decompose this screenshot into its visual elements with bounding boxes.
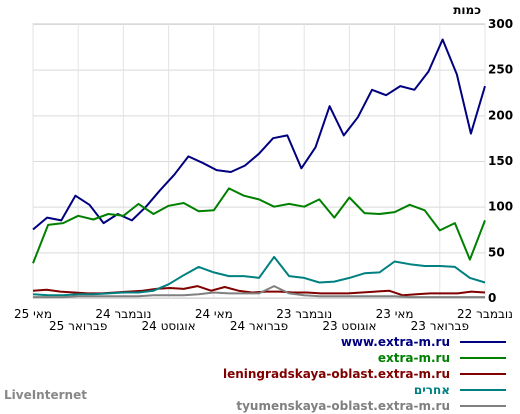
legend-swatch bbox=[460, 389, 506, 391]
legend-label: tyumenskaya-oblast.extra-m.ru bbox=[236, 399, 450, 413]
y-tick-label: 50 bbox=[488, 245, 505, 259]
y-tick-label: 0 bbox=[488, 291, 496, 305]
x-tick-label: מאי 25 bbox=[14, 307, 52, 321]
x-tick-label: נובמבר 23 bbox=[276, 307, 332, 321]
y-axis-title: כמות bbox=[453, 3, 481, 17]
x-tick-label: מאי 24 bbox=[195, 307, 233, 321]
legend-item: www.extra-m.ru bbox=[206, 334, 506, 350]
chart: 0 50 100 150 200 250 300 נובמבר 22 פברואר 23 מאי … bbox=[14, 3, 513, 333]
y-tick-label: 300 bbox=[488, 17, 513, 31]
legend-label: אחרים bbox=[413, 383, 450, 397]
legend-item: extra-m.ru bbox=[206, 350, 506, 366]
legend-item: אחרים bbox=[206, 382, 506, 398]
series-line bbox=[32, 38, 486, 231]
legend-swatch bbox=[460, 373, 506, 375]
series-line bbox=[32, 255, 486, 297]
y-tick-label: 100 bbox=[488, 200, 513, 214]
legend: www.extra-m.ru extra-m.ru leningradskaya-o… bbox=[206, 334, 506, 414]
x-tick-label: פברואר 23 bbox=[411, 319, 469, 333]
legend-item: leningradskaya-oblast.extra-m.ru bbox=[206, 366, 506, 382]
legend-label: www.extra-m.ru bbox=[340, 335, 450, 349]
legend-label: extra-m.ru bbox=[377, 351, 450, 365]
x-tick-label: נובמבר 24 bbox=[95, 307, 151, 321]
x-tick-label: מאי 23 bbox=[376, 307, 414, 321]
x-tick-label: פברואר 24 bbox=[230, 319, 288, 333]
x-tick-label: אוגוסט 24 bbox=[142, 319, 196, 333]
y-tick-label: 250 bbox=[488, 63, 513, 77]
series-line bbox=[33, 285, 485, 299]
y-tick-label: 150 bbox=[488, 154, 513, 168]
y-tick-label: 200 bbox=[488, 108, 513, 122]
x-tick-label: פברואר 25 bbox=[49, 319, 107, 333]
legend-swatch bbox=[460, 405, 506, 407]
x-tick-label: נובמבר 22 bbox=[457, 307, 513, 321]
legend-label: leningradskaya-oblast.extra-m.ru bbox=[222, 367, 450, 381]
watermark: LiveInternet bbox=[4, 388, 87, 402]
legend-item: tyumenskaya-oblast.extra-m.ru bbox=[206, 398, 506, 414]
series-line bbox=[32, 187, 486, 264]
legend-swatch bbox=[460, 357, 506, 359]
legend-swatch bbox=[460, 341, 506, 343]
x-tick-label: אוגוסט 23 bbox=[322, 319, 376, 333]
